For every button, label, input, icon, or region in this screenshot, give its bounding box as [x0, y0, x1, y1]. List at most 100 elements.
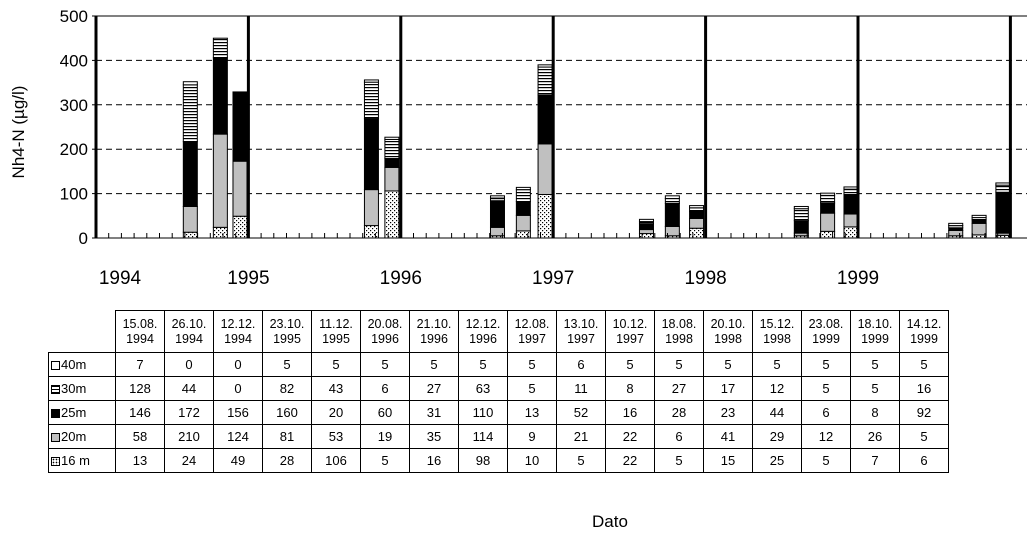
- bar-segment: [363, 189, 379, 227]
- table-date-cell: 20.10. 1998: [703, 310, 753, 353]
- table-value-cell: 156: [213, 400, 263, 425]
- table-value-cell: 11: [556, 376, 606, 401]
- table-value-cell: 5: [360, 352, 410, 377]
- table-date-cell: 18.10. 1999: [850, 310, 900, 353]
- bar-segment: [537, 193, 553, 239]
- table-value-cell: 6: [360, 376, 410, 401]
- table-value-cell: 82: [262, 376, 312, 401]
- bar-segment: [515, 214, 531, 232]
- table-value-cell: 5: [605, 352, 655, 377]
- table-value-cell: 5: [801, 352, 851, 377]
- table-value-cell: 58: [115, 424, 165, 449]
- table-value-cell: 22: [605, 448, 655, 473]
- bar-segment: [212, 57, 228, 135]
- bar-segment: [820, 192, 836, 196]
- bar-segment: [537, 94, 553, 145]
- table-value-cell: 106: [311, 448, 361, 473]
- table-value-cell: 5: [262, 352, 312, 377]
- table-value-cell: 52: [556, 400, 606, 425]
- table-date-cell: 10.12. 1997: [605, 310, 655, 353]
- bar-segment: [537, 64, 553, 68]
- table-value-cell: 23: [703, 400, 753, 425]
- bar-segment: [232, 215, 248, 239]
- legend-swatch: [51, 457, 60, 467]
- legend-label: 30m: [61, 381, 87, 396]
- table-value-cell: 41: [703, 424, 753, 449]
- bar-segment: [664, 195, 680, 199]
- table-value-cell: 12: [752, 376, 802, 401]
- table-value-cell: 92: [899, 400, 949, 425]
- table-date-cell: 12.12. 1994: [213, 310, 263, 353]
- table-value-cell: 19: [360, 424, 410, 449]
- bar-segment: [363, 118, 379, 191]
- table-value-cell: 24: [164, 448, 214, 473]
- table-value-cell: 44: [752, 400, 802, 425]
- bar-segment: [638, 218, 654, 223]
- table-date-cell: 20.08. 1996: [360, 310, 410, 353]
- table-row: 25m 146 172 156 160 20 60 31 110 13 52 16 28 23 44 6 8 92: [48, 400, 949, 425]
- bar-segment: [638, 223, 654, 231]
- table-value-cell: 81: [262, 424, 312, 449]
- table-value-cell: 49: [213, 448, 263, 473]
- bar-segment: [182, 84, 198, 143]
- bar-segment: [182, 231, 198, 239]
- bar-segment: [212, 133, 228, 228]
- y-axis-title: Nh4-N (µg/l): [9, 86, 28, 179]
- table-value-cell: 60: [360, 400, 410, 425]
- table-value-cell: 5: [752, 352, 802, 377]
- table-date-cell: 12.12. 1996: [458, 310, 508, 353]
- grid-lines: [96, 15, 1027, 195]
- bar-segment: [793, 205, 809, 210]
- bar-segment: [843, 213, 859, 228]
- table-row: 16 m 13 24 49 28 106 5 16 98 10 5 22 5 15 25 5 7 6: [48, 448, 949, 473]
- table-value-cell: 128: [115, 376, 165, 401]
- table-value-cell: 114: [458, 424, 508, 449]
- table-value-cell: 43: [311, 376, 361, 401]
- table-value-cell: 16: [605, 400, 655, 425]
- bar-segment: [638, 229, 654, 235]
- legend-label: 40m: [61, 357, 87, 372]
- bar-segment: [971, 219, 987, 224]
- bar-segment: [995, 182, 1011, 186]
- table-value-cell: 0: [213, 376, 263, 401]
- year-label: 1996: [380, 268, 422, 289]
- table-value-cell: 98: [458, 448, 508, 473]
- legend-swatch: [51, 409, 60, 419]
- bar-segment: [820, 202, 836, 214]
- table-corner: [49, 311, 116, 353]
- x-axis-title: Dato: [592, 512, 628, 531]
- table-row: 20m 58 210 124 81 53 19 35 114 9 21 22 6 41 29 12 26 5: [48, 424, 949, 449]
- bar-segment: [995, 184, 1011, 193]
- table-value-cell: 5: [360, 448, 410, 473]
- table-value-cell: 5: [458, 352, 508, 377]
- table-value-cell: 5: [801, 376, 851, 401]
- table-value-cell: 6: [899, 448, 949, 473]
- table-value-cell: 0: [164, 352, 214, 377]
- legend-cell: 16 m: [48, 448, 116, 473]
- table-date-cell: 23.10. 1995: [262, 310, 312, 353]
- bar-segment: [689, 217, 705, 229]
- table-value-cell: 172: [164, 400, 214, 425]
- table-value-cell: 5: [654, 448, 704, 473]
- legend-label: 25m: [61, 405, 87, 420]
- year-label: 1994: [99, 268, 142, 289]
- bar-segment: [363, 81, 379, 120]
- bar-segment: [689, 210, 705, 219]
- table-value-cell: 8: [850, 400, 900, 425]
- bar-segment: [384, 136, 400, 140]
- table-value-cell: 13: [507, 400, 557, 425]
- x-axis: 1994 1995 1996 1997 1998 1999: [94, 16, 1027, 289]
- legend-swatch: [51, 433, 60, 443]
- table-value-cell: 210: [164, 424, 214, 449]
- y-axis: 0 100 200 300 400 500: [60, 7, 97, 248]
- bar-segment: [793, 208, 809, 222]
- table-date-cell: 15.08. 1994: [115, 310, 165, 353]
- table-value-cell: 6: [654, 424, 704, 449]
- bar-segment: [384, 166, 400, 192]
- table-value-cell: 6: [801, 400, 851, 425]
- bar-segment: [232, 160, 248, 217]
- bar-segment: [363, 225, 379, 239]
- table-date-cell: 14.12. 1999: [899, 310, 949, 353]
- table-value-cell: 53: [311, 424, 361, 449]
- bar-segment: [384, 158, 400, 168]
